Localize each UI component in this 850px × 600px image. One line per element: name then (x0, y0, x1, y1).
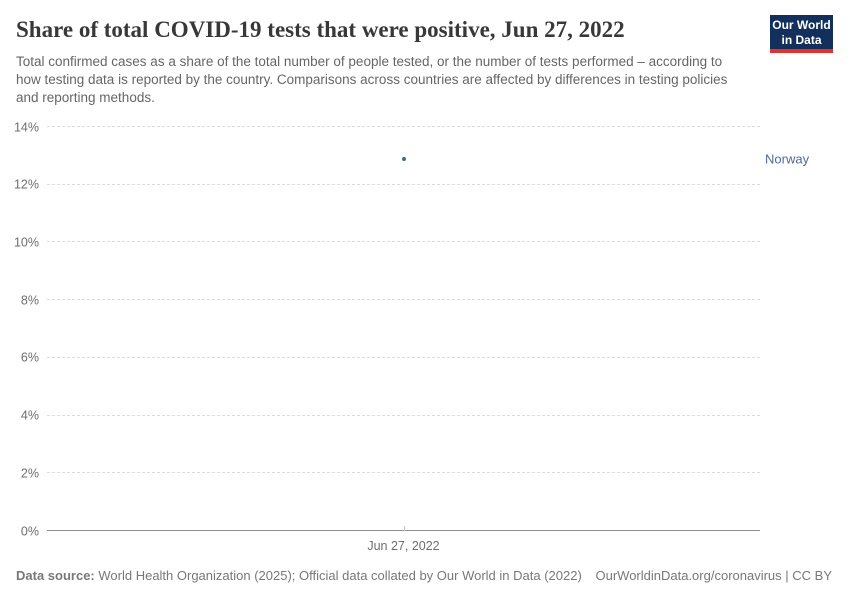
y-gridline (47, 356, 760, 358)
y-axis-tick-label: 2% (20, 466, 39, 481)
y-axis-tick-label: 8% (20, 292, 39, 307)
owid-url-link[interactable]: OurWorldinData.org/coronavirus (595, 568, 782, 583)
plot-area: 0% 2% 4% 6% 8% 10% 12% 14% Jun 27, 2022 Norway (14, 121, 809, 553)
x-axis-tick-label: Jun 27, 2022 (367, 539, 440, 553)
license-label: | CC BY (781, 568, 832, 583)
y-gridline (47, 299, 760, 301)
y-axis-tick-label: 12% (13, 177, 39, 192)
y-gridline (47, 414, 760, 416)
x-axis-tick (403, 526, 405, 531)
y-gridline (47, 126, 760, 127)
owid-logo-line2: in Data (781, 32, 822, 47)
y-axis-tick-label: 6% (20, 350, 39, 365)
y-axis-tick-label: 4% (20, 408, 39, 423)
chart-title: Share of total COVID-19 tests that were … (16, 17, 625, 42)
data-source-text: World Health Organization (2025); Offici… (98, 568, 582, 583)
owid-logo-line1: Our World (772, 18, 831, 32)
data-source: Data source: World Health Organization (… (16, 568, 582, 583)
y-axis-tick-label: 0% (20, 523, 39, 538)
y-axis-tick-label: 10% (13, 235, 39, 250)
y-axis-tick-label: 14% (13, 119, 39, 134)
chart-footer: Data source: World Health Organization (… (16, 568, 832, 583)
entity-label-norway[interactable]: Norway (765, 151, 810, 167)
y-gridline (47, 183, 760, 185)
y-gridline (47, 472, 760, 474)
y-gridline (47, 241, 760, 243)
data-source-label: Data source: (16, 568, 95, 583)
rights-note: OurWorldinData.org/coronavirus | CC BY (595, 568, 832, 583)
owid-logo[interactable]: Our World in Data (770, 15, 833, 53)
data-point-norway[interactable] (401, 156, 406, 161)
chart-subtitle: Total confirmed cases as a share of the … (16, 54, 728, 105)
